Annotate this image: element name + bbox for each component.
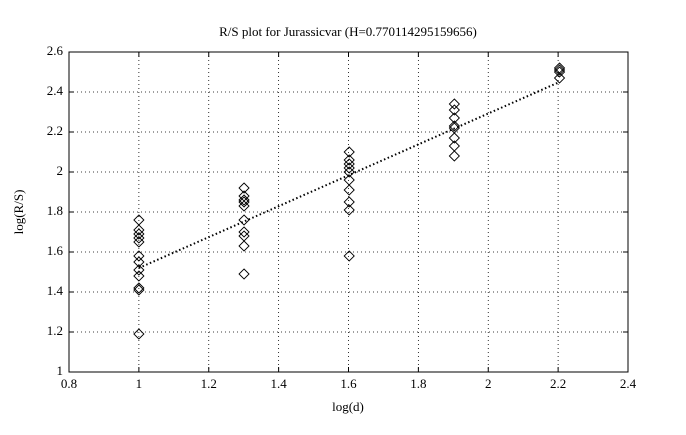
x-tick-label: 1 <box>136 376 143 391</box>
x-tick-label: 2.4 <box>620 376 637 391</box>
point <box>238 214 250 226</box>
point <box>133 232 145 244</box>
point <box>553 72 566 84</box>
point <box>343 184 355 196</box>
point <box>343 158 355 170</box>
y-tick-label: 1 <box>57 363 64 378</box>
point <box>133 250 145 262</box>
point <box>238 268 250 280</box>
point <box>343 162 355 174</box>
x-tick-label: 1.4 <box>271 376 288 391</box>
y-tick-label: 2.2 <box>47 123 63 138</box>
y-tick-label: 1.6 <box>47 243 64 258</box>
point <box>448 98 460 110</box>
point <box>238 240 250 252</box>
point <box>343 250 355 262</box>
point <box>448 104 460 116</box>
x-tick-label: 1.2 <box>201 376 217 391</box>
y-tick-label: 2.4 <box>47 83 64 98</box>
x-tick-label: 1.8 <box>410 376 426 391</box>
fit-line <box>138 81 560 269</box>
point <box>238 196 250 208</box>
x-tick-label: 0.8 <box>61 376 77 391</box>
x-tick-label: 1.6 <box>340 376 357 391</box>
y-tick-label: 1.8 <box>47 203 63 218</box>
point <box>133 270 145 282</box>
point <box>448 150 460 162</box>
point <box>553 66 566 78</box>
point <box>448 132 460 144</box>
x-tick-label: 2.2 <box>550 376 566 391</box>
point <box>133 284 145 296</box>
plot-frame <box>68 51 629 373</box>
y-tick-label: 1.4 <box>47 283 64 298</box>
point <box>133 224 145 236</box>
point <box>343 154 355 166</box>
point <box>343 166 355 178</box>
point <box>343 146 355 158</box>
point <box>343 204 355 216</box>
point <box>133 228 145 240</box>
point <box>238 182 250 194</box>
y-axis-label: log(R/S) <box>11 190 26 235</box>
point <box>343 196 355 208</box>
point <box>238 200 250 212</box>
y-tick-label: 2.6 <box>47 43 64 58</box>
point <box>448 120 460 132</box>
y-tick-label: 1.2 <box>47 323 63 338</box>
chart-title: R/S plot for Jurassicvar (H=0.7701142951… <box>219 24 477 39</box>
point <box>238 226 250 238</box>
x-tick-label: 2 <box>485 376 492 391</box>
point <box>553 64 566 76</box>
x-axis-label: log(d) <box>332 399 364 414</box>
point <box>133 236 145 248</box>
point <box>133 328 145 340</box>
point <box>133 264 145 276</box>
point <box>133 282 145 294</box>
y-tick-label: 2 <box>57 163 64 178</box>
point <box>238 194 250 206</box>
